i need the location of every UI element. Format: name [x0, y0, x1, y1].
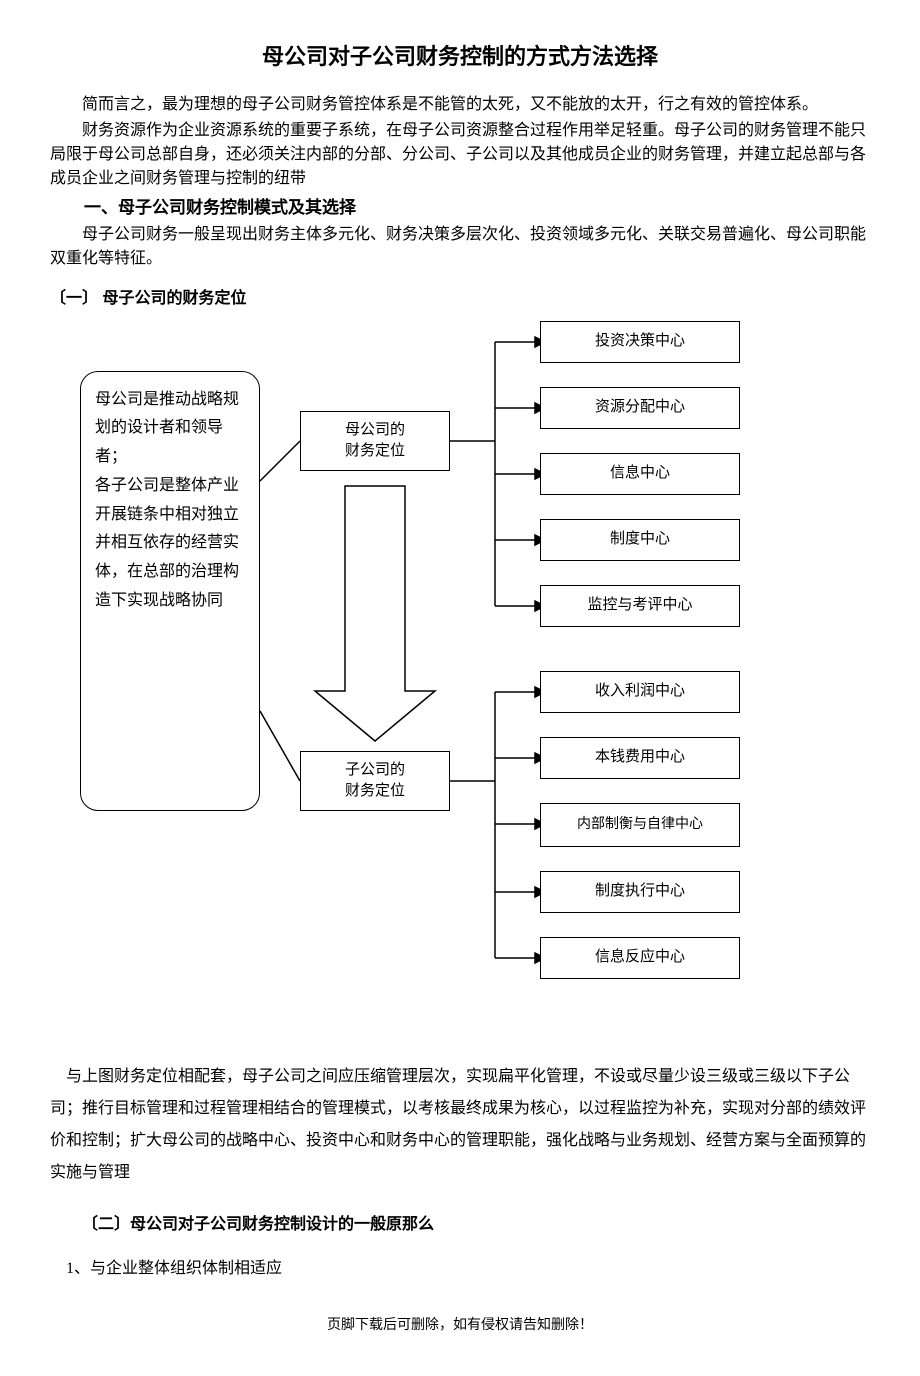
child-item-1: 本钱费用中心 — [540, 737, 740, 779]
parent-item-1: 资源分配中心 — [540, 387, 740, 429]
section-1-body: 母子公司财务一般呈现出财务主体多元化、财务决策多层次化、投资领域多元化、关联交易… — [50, 223, 870, 271]
child-positioning-box: 子公司的 财务定位 — [300, 751, 450, 811]
parent-positioning-box: 母公司的 财务定位 — [300, 411, 450, 471]
subsection-1-heading: 〔一〕 母子公司的财务定位 — [50, 287, 870, 311]
left-context-box: 母公司是推动战略规划的设计者和领导者； 各子公司是整体产业开展链条中相对独立并相… — [80, 371, 260, 811]
child-item-0: 收入利润中心 — [540, 671, 740, 713]
after-diagram-paragraph: 与上图财务定位相配套，母子公司之间应压缩管理层次，实现扁平化管理，不设或尽量少设… — [50, 1061, 870, 1189]
parent-item-0: 投资决策中心 — [540, 321, 740, 363]
child-item-2: 内部制衡与自律中心 — [540, 803, 740, 847]
page-title: 母公司对子公司财务控制的方式方法选择 — [50, 40, 870, 73]
intro-paragraph-2: 财务资源作为企业资源系统的重要子系统，在母子公司资源整合过程作用举足轻重。母子公… — [50, 119, 870, 191]
parent-item-3: 制度中心 — [540, 519, 740, 561]
subsection-2-item-1: 1、与企业整体组织体制相适应 — [50, 1253, 870, 1285]
financial-positioning-diagram: 母公司是推动战略规划的设计者和领导者； 各子公司是整体产业开展链条中相对独立并相… — [50, 311, 870, 1031]
parent-item-4: 监控与考评中心 — [540, 585, 740, 627]
section-1-heading: 一、母子公司财务控制模式及其选择 — [50, 195, 870, 221]
intro-paragraph-1: 简而言之，最为理想的母子公司财务管控体系是不能管的太死，又不能放的太开，行之有效… — [50, 93, 870, 117]
child-item-4: 信息反应中心 — [540, 937, 740, 979]
parent-item-2: 信息中心 — [540, 453, 740, 495]
child-item-3: 制度执行中心 — [540, 871, 740, 913]
page-footer: 页脚下载后可删除，如有侵权请告知删除！ — [50, 1315, 870, 1336]
subsection-2-heading: 〔二〕母公司对子公司财务控制设计的一般原那么 — [50, 1209, 870, 1241]
